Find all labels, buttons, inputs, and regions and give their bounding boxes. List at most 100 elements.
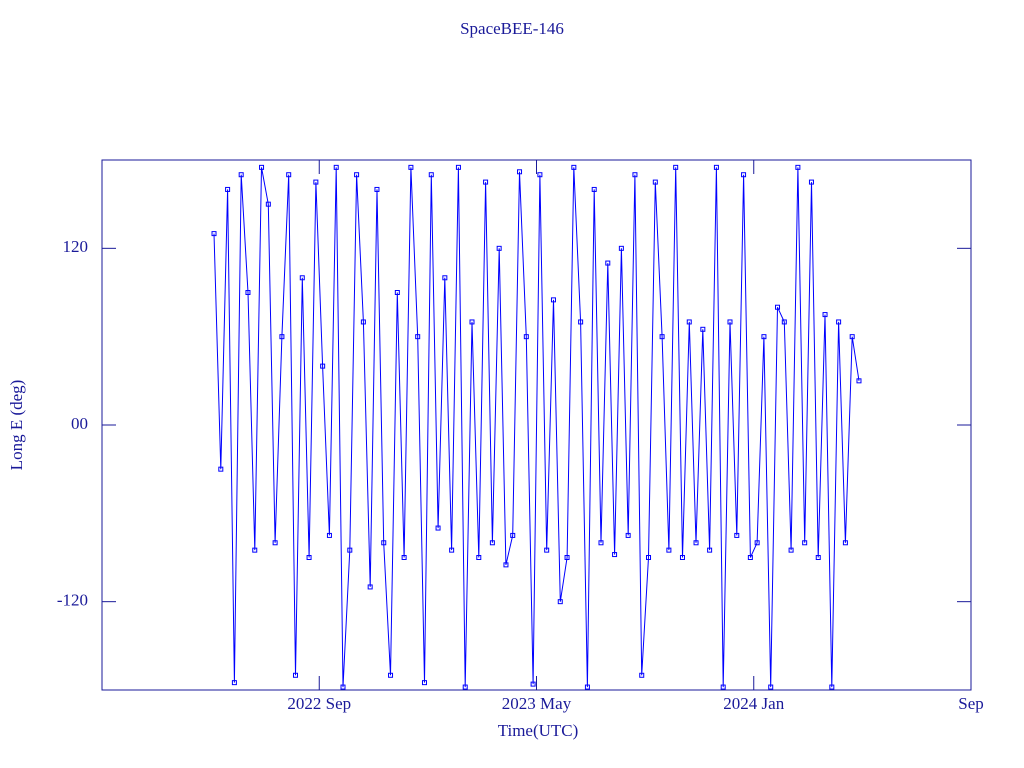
data-point [781, 319, 787, 325]
data-point [238, 172, 244, 178]
data-point [333, 164, 339, 170]
data-point [849, 334, 855, 340]
data-point [625, 532, 631, 538]
data-point [679, 555, 685, 560]
data-point [279, 334, 285, 340]
data-point [802, 540, 808, 546]
data-point [591, 186, 597, 192]
data-point [455, 164, 461, 170]
data-point [632, 172, 638, 178]
data-point [374, 186, 380, 192]
data-point [415, 334, 421, 340]
data-point [584, 684, 590, 690]
data-point [442, 275, 448, 281]
data-point [435, 525, 441, 531]
data-point [815, 555, 821, 560]
data-point [510, 532, 516, 538]
data-point [326, 532, 332, 538]
data-point [795, 164, 801, 170]
x-tick-label: 2022 Sep [287, 694, 351, 713]
data-point [489, 540, 495, 546]
data-point [598, 540, 604, 546]
data-point [360, 319, 366, 325]
data-point [741, 172, 747, 178]
data-point [571, 164, 577, 170]
data-line [213, 167, 860, 688]
data-point [612, 552, 618, 558]
data-point [211, 231, 217, 237]
data-point [700, 326, 706, 332]
x-tick-label: 2024 Jan [723, 694, 784, 713]
x-tick-label: Sep [958, 694, 984, 713]
data-point [550, 297, 556, 303]
data-point [381, 540, 387, 546]
data-point [367, 584, 373, 590]
data-point [693, 540, 699, 546]
data-point [537, 172, 543, 178]
data-point [578, 319, 584, 325]
x-axis-label: Time(UTC) [498, 721, 579, 740]
data-point [713, 164, 719, 170]
data-point [401, 555, 407, 560]
data-point [605, 260, 611, 266]
data-point [557, 599, 563, 605]
data-point [659, 334, 665, 340]
data-point [272, 540, 278, 546]
data-point [388, 672, 394, 678]
data-point [808, 179, 814, 185]
chart-title: SpaceBEE-146 [460, 19, 564, 38]
data-point [768, 684, 774, 690]
data-point [265, 201, 271, 207]
data-point [225, 186, 231, 192]
data-point [707, 547, 713, 553]
data-point [639, 672, 645, 678]
data-point [449, 547, 455, 553]
data-point [340, 684, 346, 690]
data-point [394, 290, 400, 295]
data-point [306, 555, 312, 560]
data-point [347, 547, 353, 553]
data-point [428, 172, 434, 178]
data-point [530, 681, 536, 687]
data-point [421, 680, 427, 686]
data-point [245, 290, 251, 295]
y-tick-label: -120 [57, 591, 88, 610]
data-point [734, 532, 740, 538]
data-point [747, 555, 753, 560]
data-point [218, 466, 224, 472]
data-point [231, 680, 237, 686]
data-point [252, 547, 258, 553]
data-point [354, 172, 360, 178]
data-point [286, 172, 292, 178]
data-point [496, 245, 502, 251]
data-point [483, 179, 489, 185]
data-point [299, 275, 305, 281]
data-point [544, 547, 550, 553]
data-point [673, 164, 679, 170]
x-tick-label: 2023 May [502, 694, 572, 713]
data-point [788, 547, 794, 553]
data-point [313, 179, 319, 185]
data-point [727, 319, 733, 325]
data-point [775, 304, 781, 310]
data-point [618, 245, 624, 251]
data-point [462, 684, 468, 690]
data-point [564, 555, 570, 560]
data-point [523, 334, 529, 340]
data-point [292, 672, 298, 678]
data-point [408, 164, 414, 170]
data-point [666, 547, 672, 553]
data-point [761, 334, 767, 340]
data-point [822, 312, 828, 318]
y-tick-label: 120 [63, 237, 89, 256]
data-point [652, 179, 658, 185]
data-point [836, 319, 842, 325]
data-point [517, 169, 523, 175]
data-point [476, 555, 482, 560]
y-axis-label: Long E (deg) [7, 380, 26, 471]
data-point [842, 540, 848, 546]
data-point [720, 684, 726, 690]
data-point [259, 164, 265, 170]
